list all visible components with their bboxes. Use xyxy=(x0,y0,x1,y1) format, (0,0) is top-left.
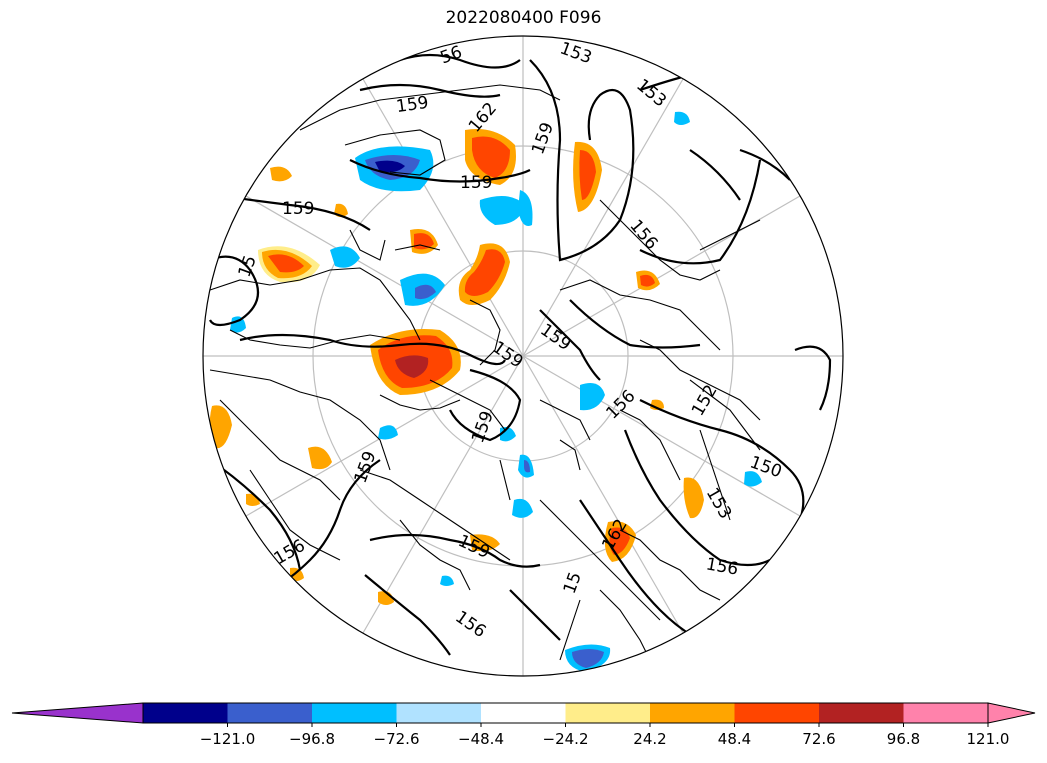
contour-label: 159 xyxy=(460,173,492,193)
colorbar-tick-label: −121.0 xyxy=(200,730,256,748)
colorbar-cell xyxy=(396,703,481,723)
colorbar-ticks: −121.0 −96.8 −72.6 −48.4 −24.2 24.2 48.4 72.6 96… xyxy=(200,723,1010,748)
map-title: 2022080400 F096 xyxy=(445,8,602,28)
colorbar-cell xyxy=(312,703,397,723)
colorbar-cell xyxy=(227,703,312,723)
coastlines xyxy=(209,84,761,661)
colorbar-tick-label: −96.8 xyxy=(289,730,335,748)
colorbar-tick-label: 24.2 xyxy=(633,730,666,748)
colorbar-extend-high xyxy=(987,702,1036,724)
colorbar-cell xyxy=(650,703,735,723)
colorbar-tick-label: −72.6 xyxy=(374,730,420,748)
colorbar-tick-label: 96.8 xyxy=(887,730,920,748)
colorbar-cell xyxy=(734,703,819,723)
polar-map: 56 153 153 159 162 159 159 159 15 156 15… xyxy=(202,35,844,677)
colorbar: −121.0 −96.8 −72.6 −48.4 −24.2 24.2 48.4 72.6 96… xyxy=(11,702,1036,748)
colorbar-tick-label: −24.2 xyxy=(543,730,589,748)
contour-label: 159 xyxy=(395,93,430,117)
anomaly-shading xyxy=(209,111,762,672)
colorbar-cell xyxy=(481,703,566,723)
colorbar-tick-label: 48.4 xyxy=(718,730,751,748)
map-boundary xyxy=(202,35,844,677)
colorbar-cell xyxy=(143,703,228,723)
colorbar-tick-label: 72.6 xyxy=(802,730,835,748)
colorbar-tick-label: −48.4 xyxy=(458,730,504,748)
colorbar-cells xyxy=(11,702,1036,724)
colorbar-cell xyxy=(903,703,988,723)
colorbar-extend-low xyxy=(11,702,144,724)
colorbar-cell xyxy=(565,703,650,723)
colorbar-tick-label: 121.0 xyxy=(967,730,1010,748)
colorbar-cell xyxy=(819,703,904,723)
height-contours xyxy=(209,53,832,656)
contour-label: 159 xyxy=(282,199,314,219)
